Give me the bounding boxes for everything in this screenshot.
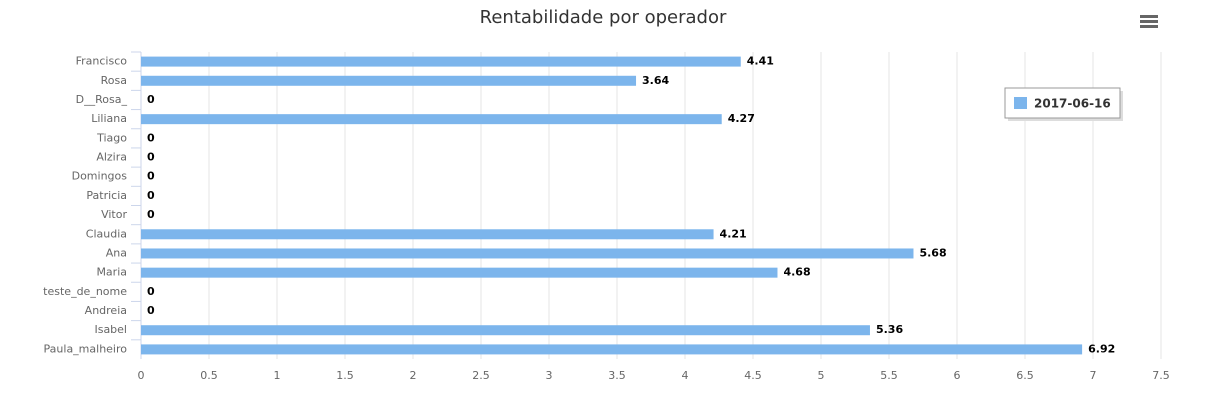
data-label: 4.21 — [720, 227, 747, 240]
data-label: 0 — [147, 208, 155, 221]
legend-label: 2017-06-16 — [1034, 97, 1111, 111]
y-tick-label: Isabel — [94, 323, 127, 336]
y-tick-label: Andreia — [85, 304, 127, 317]
data-label: 0 — [147, 304, 155, 317]
x-tick-label: 4.5 — [744, 369, 762, 382]
x-tick-label: 3 — [546, 369, 553, 382]
chart-title: Rentabilidade por operador — [480, 7, 727, 28]
menu-line — [1140, 20, 1158, 23]
bar — [141, 267, 778, 278]
bar — [141, 114, 722, 125]
y-tick-label: Francisco — [76, 55, 128, 68]
x-tick-label: 7 — [1090, 369, 1097, 382]
bar — [141, 229, 714, 240]
data-label: 4.41 — [747, 55, 774, 68]
y-tick-label: Vitor — [101, 208, 127, 221]
legend-symbol — [1014, 97, 1027, 109]
x-tick-label: 1 — [274, 369, 281, 382]
bar — [141, 56, 741, 67]
legend: 2017-06-16 — [1004, 87, 1123, 121]
bar — [141, 248, 914, 259]
y-tick-label: Tiago — [96, 131, 127, 144]
y-tick-label: Patricia — [86, 189, 127, 202]
x-tick-label: 3.5 — [608, 369, 626, 382]
y-tick-label: D__Rosa_ — [76, 93, 128, 106]
data-label: 6.92 — [1088, 342, 1115, 355]
y-tick-label: Rosa — [101, 74, 127, 87]
bar — [141, 344, 1083, 355]
data-label: 0 — [147, 131, 155, 144]
menu-line — [1140, 25, 1158, 28]
y-tick-label: Maria — [96, 266, 127, 279]
data-label: 0 — [147, 93, 155, 106]
y-tick-label: Claudia — [86, 227, 127, 240]
data-label: 5.36 — [876, 323, 903, 336]
bar — [141, 325, 870, 336]
y-tick-label: Liliana — [91, 112, 127, 125]
x-tick-label: 7.5 — [1152, 369, 1170, 382]
x-tick-label: 5.5 — [880, 369, 898, 382]
menu-button[interactable] — [1140, 15, 1158, 28]
data-label: 4.27 — [728, 112, 755, 125]
data-label: 0 — [147, 285, 155, 298]
x-tick-label: 4 — [682, 369, 689, 382]
y-tick-label: Domingos — [72, 170, 128, 183]
x-tick-label: 1.5 — [336, 369, 354, 382]
y-tick-label: teste_de_nome — [43, 285, 127, 298]
x-tick-label: 0 — [138, 369, 145, 382]
data-label: 0 — [147, 151, 155, 164]
x-tick-label: 5 — [818, 369, 825, 382]
x-tick-label: 0.5 — [200, 369, 218, 382]
x-tick-label: 6 — [954, 369, 961, 382]
data-label: 0 — [147, 170, 155, 183]
y-tick-label: Paula_malheiro — [44, 342, 128, 355]
data-label: 4.68 — [783, 266, 810, 279]
data-label: 3.64 — [642, 74, 669, 87]
data-label: 0 — [147, 189, 155, 202]
bar — [141, 75, 637, 86]
menu-line — [1140, 15, 1158, 18]
y-tick-label: Ana — [106, 246, 127, 259]
x-tick-label: 2.5 — [472, 369, 490, 382]
x-tick-label: 6.5 — [1016, 369, 1034, 382]
y-tick-label: Alzira — [96, 151, 127, 164]
x-tick-label: 2 — [410, 369, 417, 382]
data-label: 5.68 — [919, 246, 946, 259]
